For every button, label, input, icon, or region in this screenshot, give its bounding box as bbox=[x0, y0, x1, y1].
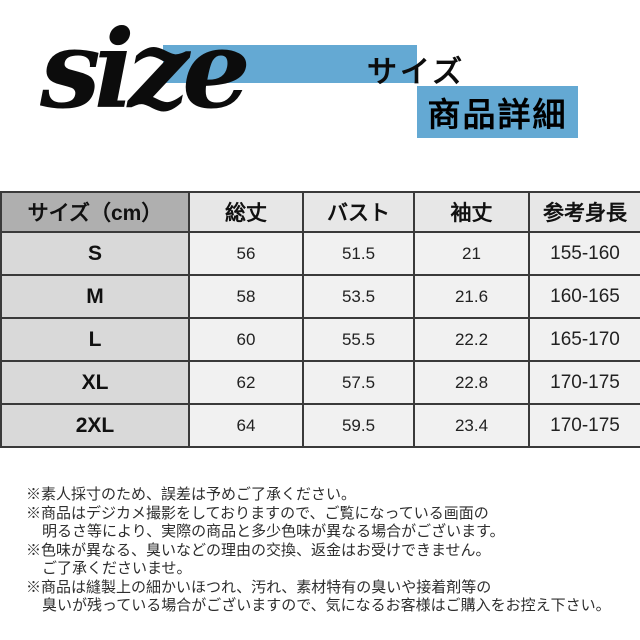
table-header-row: サイズ（cm） 総丈 バスト 袖丈 参考身長 bbox=[0, 191, 640, 233]
reference-height-cell: 170-175 bbox=[528, 360, 640, 405]
size-table: サイズ（cm） 総丈 バスト 袖丈 参考身長 S 56 51.5 21 155-… bbox=[0, 191, 640, 448]
size-label-cell: XL bbox=[0, 360, 190, 405]
total-length-cell: 64 bbox=[188, 403, 304, 448]
table-row-2xl: 2XL 64 59.5 23.4 170-175 bbox=[0, 403, 640, 448]
reference-height-cell: 165-170 bbox=[528, 317, 640, 362]
sleeve-length-cell: 22.2 bbox=[413, 317, 530, 362]
column-header-total-length: 総丈 bbox=[188, 191, 304, 233]
sleeve-length-cell: 21 bbox=[413, 231, 530, 276]
table-row-xl: XL 62 57.5 22.8 170-175 bbox=[0, 360, 640, 405]
bust-cell: 53.5 bbox=[302, 274, 415, 319]
total-length-cell: 60 bbox=[188, 317, 304, 362]
table-row-m: M 58 53.5 21.6 160-165 bbox=[0, 274, 640, 319]
size-label-cell: M bbox=[0, 274, 190, 319]
note-line: ※素人採寸のため、誤差は予めご了承ください。 bbox=[26, 486, 357, 503]
header-accent-band bbox=[163, 45, 417, 83]
reference-height-cell: 155-160 bbox=[528, 231, 640, 276]
note-line: ※色味が異なる、臭いなどの理由の交換、返金はお受けできません。 bbox=[26, 541, 491, 559]
total-length-cell: 56 bbox=[188, 231, 304, 276]
note-line-continuation: 臭いが残っている場合がございますので、気になるお客様はご購入をお控え下さい。 bbox=[42, 597, 611, 614]
sleeve-length-cell: 23.4 bbox=[413, 403, 530, 448]
size-label-cell: S bbox=[0, 231, 190, 276]
bust-cell: 59.5 bbox=[302, 403, 415, 448]
size-label-cell: 2XL bbox=[0, 403, 190, 448]
column-header-size-cm: サイズ（cm） bbox=[0, 191, 190, 233]
note-line-continuation: ご了承くださいませ。 bbox=[42, 560, 192, 577]
total-length-cell: 58 bbox=[188, 274, 304, 319]
product-detail-badge: 商品詳細 bbox=[417, 86, 578, 138]
headline-size-jp: サイズ bbox=[367, 56, 466, 89]
sleeve-length-cell: 21.6 bbox=[413, 274, 530, 319]
total-length-cell: 62 bbox=[188, 360, 304, 405]
size-label-cell: L bbox=[0, 317, 190, 362]
table-row-s: S 56 51.5 21 155-160 bbox=[0, 231, 640, 276]
sleeve-length-cell: 22.8 bbox=[413, 360, 530, 405]
bust-cell: 51.5 bbox=[302, 231, 415, 276]
note-line: ※商品は縫製上の細かいほつれ、汚れ、素材特有の臭いや接着剤等の bbox=[26, 578, 492, 596]
note-line-continuation: 明るさ等により、実際の商品と多少色味が異なる場合がございます。 bbox=[42, 523, 505, 540]
note-line: ※商品はデジカメ撮影をしておりますので、ご覧になっている画面の bbox=[26, 504, 489, 522]
headline-size: size bbox=[40, 7, 251, 133]
column-header-bust: バスト bbox=[302, 191, 415, 233]
table-row-l: L 60 55.5 22.2 165-170 bbox=[0, 317, 640, 362]
bust-cell: 57.5 bbox=[302, 360, 415, 405]
disclaimer-notes: ※素人採寸のため、誤差は予めご了承ください。 ※商品はデジカメ撮影をしております… bbox=[26, 486, 631, 616]
reference-height-cell: 170-175 bbox=[528, 403, 640, 448]
column-header-reference-height: 参考身長 bbox=[528, 191, 640, 233]
column-header-sleeve-length: 袖丈 bbox=[413, 191, 530, 233]
bust-cell: 55.5 bbox=[302, 317, 415, 362]
reference-height-cell: 160-165 bbox=[528, 274, 640, 319]
